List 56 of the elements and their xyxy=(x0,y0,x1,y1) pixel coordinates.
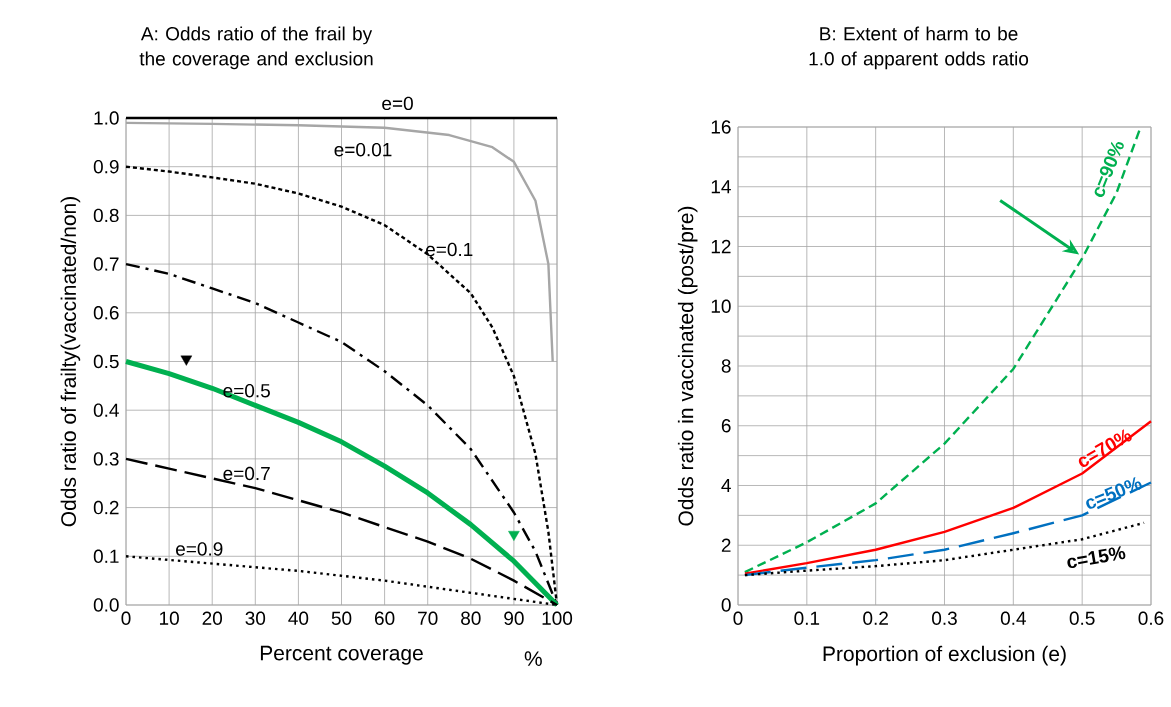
y-tick-label: 8 xyxy=(721,359,731,373)
y-tick-label: 0.8 xyxy=(93,208,119,223)
x-tick-label: 0 xyxy=(733,611,743,625)
x-tick-label: 40 xyxy=(288,611,309,625)
text: % xyxy=(524,651,542,666)
y-tick-label: 0.3 xyxy=(93,452,119,466)
x-tick-label: 0.6 xyxy=(1138,611,1164,625)
x-tick-label: 0.5 xyxy=(1069,611,1095,625)
y-tick-label: 0.5 xyxy=(93,354,119,369)
line-series xyxy=(743,521,1146,577)
x-tick-label: 50 xyxy=(331,611,352,625)
y-axis-title: Odds ratio of frailty(vaccinated/non) xyxy=(60,197,81,527)
y-tick-label: 16 xyxy=(711,120,731,134)
x-tick-label: 30 xyxy=(245,611,266,625)
x-tick-label: 100 xyxy=(542,611,573,625)
chart-title: A: Odds ratio of the frail by the coverage and exclusion xyxy=(139,26,373,70)
x-tick-label: 0.1 xyxy=(794,611,820,625)
x-tick-label: 80 xyxy=(461,611,481,625)
series-label: e=0 xyxy=(382,96,413,111)
y-axis-title: Odds ratio in vaccinated (post/pre) xyxy=(677,206,698,526)
x-tick-label: 0.2 xyxy=(863,611,888,625)
y-tick-label: 2 xyxy=(721,538,731,552)
y-tick-label: 0.6 xyxy=(93,306,119,320)
series-label: e=0.1 xyxy=(426,242,473,257)
x-axis-title: Proportion of exclusion (e) xyxy=(823,645,1066,666)
y-tick-label: 4 xyxy=(721,478,731,493)
x-tick-label: 90 xyxy=(504,611,524,625)
y-tick-label: 0.1 xyxy=(93,549,119,564)
y-tick-label: 1.0 xyxy=(94,111,119,125)
x-tick-label: 60 xyxy=(375,611,395,625)
x-tick-label: 10 xyxy=(159,611,179,625)
y-tick-label: 12 xyxy=(711,239,731,254)
y-tick-label: 10 xyxy=(711,299,731,313)
series-label: e=0.9 xyxy=(176,542,223,556)
chart-title: B: Extent of harm to be 1.0 of apparent odds ratio xyxy=(809,26,1029,70)
x-tick-label: 0 xyxy=(121,611,131,625)
y-tick-label: 6 xyxy=(721,419,731,433)
text: c=90% xyxy=(1094,141,1124,197)
y-tick-label: 0 xyxy=(721,598,731,612)
series-label: e=0.5 xyxy=(223,383,270,398)
y-tick-label: 0.9 xyxy=(93,159,119,174)
x-axis-title: Percent coverage xyxy=(260,645,423,665)
x-tick-label: 70 xyxy=(418,611,438,625)
line-series xyxy=(743,420,1153,575)
x-tick-label: 0.4 xyxy=(1000,611,1026,625)
y-tick-label: 14 xyxy=(711,180,731,194)
x-tick-label: 0.3 xyxy=(932,611,957,625)
y-tick-label: 0.7 xyxy=(93,257,119,271)
text: c=50% xyxy=(1086,476,1142,509)
y-tick-label: 0.4 xyxy=(93,403,119,417)
y-tick-label: 0.2 xyxy=(93,500,119,515)
text: c=15% xyxy=(1067,546,1126,569)
series-label: e=0.7 xyxy=(223,466,270,481)
y-tick-label: 0.0 xyxy=(93,598,119,612)
series-label: e=0.01 xyxy=(334,142,392,157)
x-tick-label: 20 xyxy=(202,611,223,625)
